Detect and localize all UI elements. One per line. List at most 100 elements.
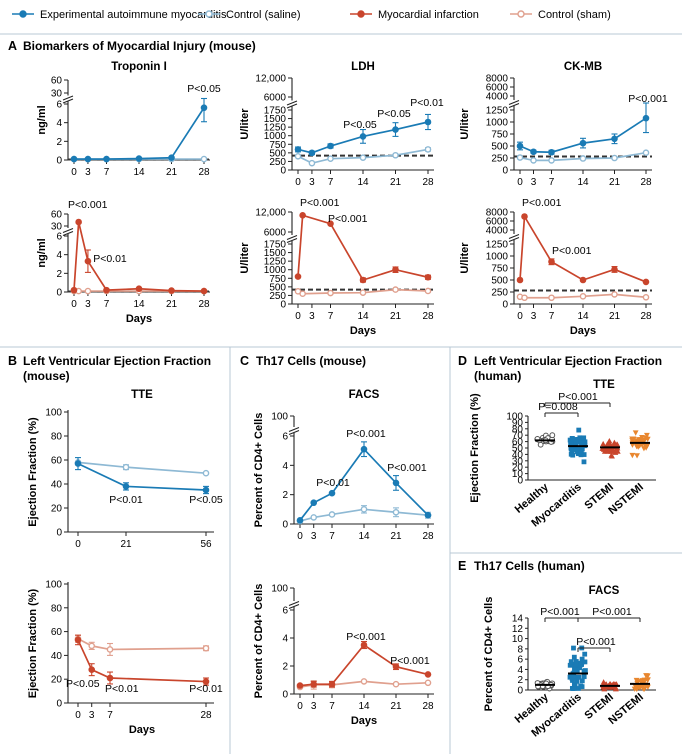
data-point bbox=[202, 486, 210, 494]
chart-title: Troponin I bbox=[111, 61, 167, 73]
data-point bbox=[299, 290, 306, 298]
data-point bbox=[294, 273, 302, 280]
y-tick-label: 30 bbox=[51, 89, 63, 100]
x-axis-label: Days bbox=[129, 724, 155, 736]
x-tick-label: 28 bbox=[422, 531, 434, 542]
x-tick-label: 3 bbox=[85, 167, 91, 178]
y-tick-label: 500 bbox=[269, 282, 286, 293]
data-point bbox=[200, 287, 208, 295]
x-tick-label: 21 bbox=[390, 311, 402, 322]
axis-break-slash-a bbox=[62, 95, 74, 101]
series-line-1 bbox=[297, 214, 429, 282]
y-tick-label: 100 bbox=[45, 580, 62, 591]
data-point bbox=[296, 682, 304, 689]
data-point bbox=[642, 114, 650, 122]
data-point bbox=[424, 679, 432, 687]
y-tick-label: 0 bbox=[280, 166, 286, 177]
panel-c-title: Th17 Cells (mouse) bbox=[256, 354, 366, 368]
y-tick-label: 6 bbox=[517, 655, 523, 666]
legend: Experimental autoimmune myocarditis Contr… bbox=[12, 9, 611, 21]
data-point bbox=[579, 155, 587, 162]
chart-title: CK-MB bbox=[564, 61, 602, 73]
data-point bbox=[571, 645, 576, 651]
x-tick-label: 14 bbox=[358, 531, 370, 542]
y-tick-label: 4 bbox=[282, 461, 288, 472]
data-point bbox=[103, 286, 110, 294]
p-value-annotation: P<0.001 bbox=[328, 213, 368, 225]
y-tick-label: 8000 bbox=[486, 208, 509, 219]
axis-break-slash-a bbox=[62, 228, 74, 233]
data-point bbox=[632, 430, 639, 436]
p-value-annotation: P<0.05 bbox=[377, 108, 411, 120]
data-point bbox=[392, 126, 399, 133]
data-point bbox=[568, 446, 574, 452]
p-value-annotation: P<0.05 bbox=[189, 494, 223, 506]
axis-break-slash-b bbox=[286, 103, 298, 109]
data-point bbox=[359, 276, 367, 284]
panel-b-subtitle: (mouse) bbox=[23, 369, 70, 383]
y-tick-label: 0 bbox=[282, 690, 288, 701]
p-value-annotation: P<0.001 bbox=[558, 391, 598, 403]
x-tick-label: 21 bbox=[609, 311, 621, 322]
x-tick-label: 7 bbox=[104, 167, 110, 178]
p-value-annotation: P=0.008 bbox=[538, 401, 578, 413]
x-tick-label: 21 bbox=[166, 299, 178, 310]
axis-break-slash-b bbox=[508, 237, 520, 242]
data-point bbox=[577, 665, 583, 671]
y-tick-label: 1000 bbox=[264, 131, 287, 142]
data-point bbox=[70, 286, 78, 294]
data-point bbox=[575, 686, 581, 691]
y-tick-label: 4 bbox=[282, 634, 288, 645]
panel-d-title: Left Ventricular Ejection Fraction bbox=[474, 354, 662, 368]
data-point bbox=[84, 257, 92, 265]
axis-break-slash-b bbox=[286, 238, 298, 243]
series-line-1 bbox=[299, 447, 429, 521]
y-axis-label: Percent of CD4+ Cells bbox=[483, 597, 495, 712]
data-point bbox=[516, 142, 524, 150]
data-point bbox=[634, 679, 641, 685]
data-point bbox=[360, 641, 368, 649]
data-point bbox=[202, 678, 210, 685]
data-point bbox=[578, 662, 584, 668]
data-point bbox=[521, 213, 528, 220]
y-tick-label: 0 bbox=[56, 156, 62, 167]
x-tick-label: 14 bbox=[357, 177, 369, 188]
data-point bbox=[530, 157, 537, 164]
data-point bbox=[634, 453, 640, 459]
x-tick-label: 28 bbox=[198, 299, 210, 310]
data-point bbox=[581, 435, 587, 441]
data-point bbox=[571, 682, 577, 688]
y-tick-label: 6 bbox=[282, 432, 288, 443]
p-value-annotation: P<0.001 bbox=[522, 197, 562, 209]
y-tick-label: 1000 bbox=[486, 118, 509, 129]
x-axis-label: Days bbox=[570, 325, 596, 337]
y-tick-label: 100 bbox=[45, 408, 62, 419]
data-point bbox=[359, 289, 367, 296]
y-tick-label: 1750 bbox=[264, 240, 287, 251]
data-point bbox=[570, 436, 575, 442]
y-tick-label: 12,000 bbox=[255, 208, 286, 219]
p-value-annotation: P<0.01 bbox=[105, 683, 139, 695]
p-value-annotation: P<0.01 bbox=[93, 253, 127, 265]
data-point bbox=[582, 651, 588, 657]
series-line-1 bbox=[74, 107, 205, 160]
data-point bbox=[643, 432, 650, 439]
data-point bbox=[310, 514, 318, 521]
y-tick-label: 70 bbox=[512, 431, 524, 442]
panel-e-letter: E bbox=[458, 559, 466, 573]
data-point bbox=[530, 148, 537, 156]
x-tick-label: 7 bbox=[549, 311, 555, 322]
x-tick-label: 3 bbox=[311, 531, 317, 542]
data-point bbox=[581, 437, 586, 443]
y-tick-label: 4 bbox=[56, 250, 62, 261]
y-axis-label: U/liter bbox=[459, 242, 471, 274]
data-point bbox=[537, 441, 544, 448]
data-point bbox=[635, 444, 642, 450]
y-tick-label: 6000 bbox=[264, 228, 287, 239]
p-value-annotation: P<0.05 bbox=[187, 83, 221, 95]
x-tick-label: 21 bbox=[166, 167, 178, 178]
data-point bbox=[296, 517, 304, 524]
